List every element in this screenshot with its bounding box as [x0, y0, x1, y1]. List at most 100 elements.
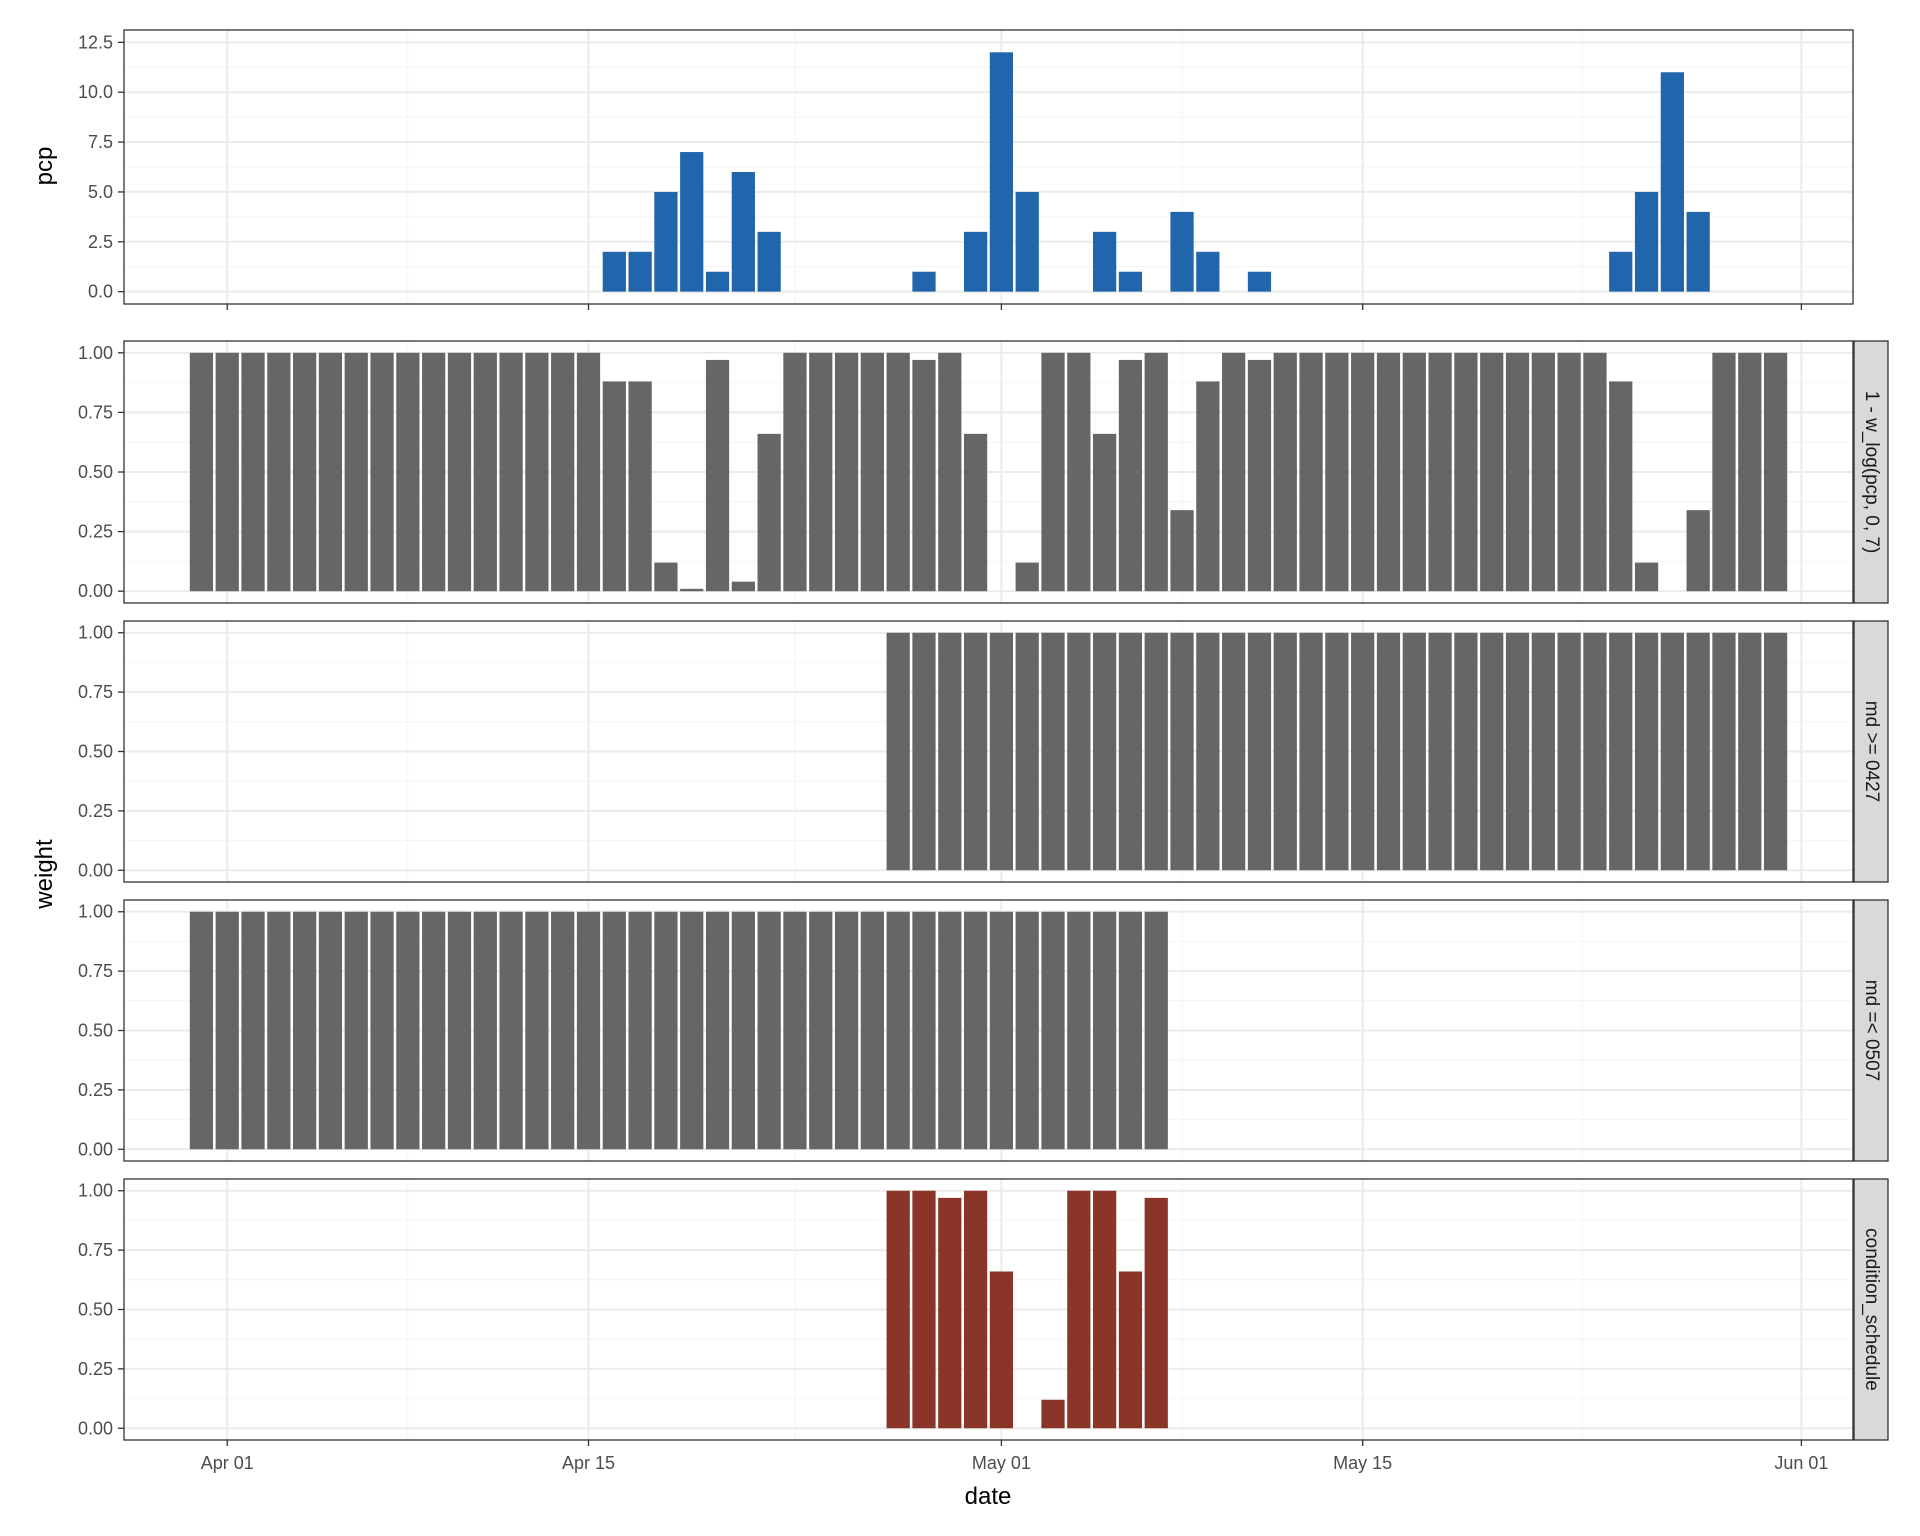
- bar-md_ge: [1634, 632, 1659, 871]
- bar-md_le: [396, 911, 420, 1150]
- bar-pcp: [757, 231, 781, 292]
- bar-md_le: [1067, 911, 1091, 1150]
- bar-md_le: [344, 911, 368, 1150]
- bar-w_log: [654, 562, 678, 592]
- bar-md_ge: [1712, 632, 1736, 871]
- bar-md_ge: [1222, 632, 1246, 871]
- bar-md_ge: [1196, 632, 1220, 871]
- bar-condition: [912, 1190, 936, 1429]
- bar-pcp: [1247, 271, 1272, 292]
- x-tick-label: Apr 01: [201, 1453, 254, 1473]
- bar-md_le: [757, 911, 781, 1150]
- panel-pcp: 0.0 2.5 5.0 7.5 10.0 12.5: [78, 29, 1854, 310]
- y-tick-label: 12.5: [78, 32, 113, 52]
- bar-md_le: [318, 911, 343, 1150]
- bar-pcp: [628, 251, 652, 292]
- bar-w_log: [1376, 352, 1401, 592]
- bar-w_log: [499, 352, 523, 592]
- y-tick-label: 0.0: [88, 282, 113, 302]
- bar-md_le: [809, 911, 833, 1150]
- bar-condition: [1093, 1190, 1117, 1429]
- x-tick-label: Apr 15: [562, 1453, 615, 1473]
- y-tick-label: 1.00: [78, 1181, 113, 1201]
- bar-md_le: [1118, 911, 1143, 1150]
- bar-w_log: [1015, 562, 1039, 592]
- bar-pcp: [1609, 251, 1633, 292]
- bar-w_log: [551, 352, 575, 592]
- bar-md_ge: [938, 632, 962, 871]
- bar-md_ge: [1351, 632, 1375, 871]
- bar-md_ge: [963, 632, 988, 871]
- bar-md_ge: [1015, 632, 1039, 871]
- bar-w_log: [783, 352, 807, 592]
- facet-strip: [1853, 620, 1889, 883]
- bar-w_log: [1325, 352, 1349, 592]
- bar-pcp: [1015, 191, 1039, 292]
- bar-pcp: [602, 251, 626, 292]
- bar-w_log: [1144, 352, 1168, 592]
- bar-md_ge: [1118, 632, 1143, 871]
- bar-condition: [963, 1190, 988, 1429]
- bar-w_log: [1557, 352, 1581, 592]
- bar-w_log: [1505, 352, 1530, 592]
- bar-md_le: [551, 911, 575, 1150]
- bar-pcp: [1686, 211, 1710, 292]
- bar-w_log: [860, 352, 884, 592]
- bar-md_ge: [886, 632, 910, 871]
- bar-w_log: [1041, 352, 1065, 592]
- bar-md_le: [860, 911, 884, 1150]
- facet-strip-label: md =< 0507: [1861, 980, 1882, 1081]
- bar-w_log: [1247, 359, 1272, 592]
- bar-w_log: [1763, 352, 1788, 592]
- y-tick-label: 1.00: [78, 902, 113, 922]
- bar-md_le: [1144, 911, 1168, 1150]
- y-tick-label: 0.00: [78, 581, 113, 601]
- bar-w_log: [705, 359, 730, 592]
- bar-w_log: [963, 433, 988, 592]
- bar-md_ge: [1093, 632, 1117, 871]
- bar-pcp: [1170, 211, 1194, 292]
- bar-md_le: [886, 911, 910, 1150]
- bar-md_le: [705, 911, 730, 1150]
- bar-condition: [1067, 1190, 1091, 1429]
- bar-pcp: [1660, 72, 1684, 292]
- bar-md_le: [1041, 911, 1065, 1150]
- y-tick-label: 0.25: [78, 1359, 113, 1379]
- bar-condition: [1144, 1197, 1168, 1429]
- bar-md_ge: [1583, 632, 1607, 871]
- y-tick-label: 7.5: [88, 132, 113, 152]
- bar-md_le: [370, 911, 394, 1150]
- bar-md_ge: [1738, 632, 1762, 871]
- bar-w_log: [267, 352, 291, 592]
- bar-md_ge: [1402, 632, 1426, 871]
- bar-md_ge: [1531, 632, 1555, 871]
- bar-md_ge: [989, 632, 1014, 871]
- bar-md_le: [989, 911, 1014, 1150]
- bar-md_ge: [1763, 632, 1788, 871]
- bar-md_le: [499, 911, 523, 1150]
- facet-strip-label: 1 - w_log(pcp, 0, 7): [1861, 391, 1882, 554]
- bar-md_ge: [1041, 632, 1065, 871]
- bar-w_log: [422, 352, 446, 592]
- x-tick-label: May 01: [972, 1453, 1031, 1473]
- bar-md_le: [473, 911, 497, 1150]
- facet-strip-label: condition_schedule: [1861, 1228, 1882, 1391]
- bar-md_le: [963, 911, 988, 1150]
- bar-w_log: [809, 352, 833, 592]
- bar-w_log: [1402, 352, 1426, 592]
- bar-pcp: [989, 52, 1014, 292]
- bar-w_log: [1196, 381, 1220, 592]
- bar-w_log: [1093, 433, 1117, 592]
- bar-w_log: [1634, 562, 1659, 592]
- bar-md_le: [189, 911, 214, 1150]
- panel-md_le: 0.00 0.25 0.50 0.75 1.00 md =< 0507: [78, 899, 1889, 1162]
- bar-w_log: [1480, 352, 1504, 592]
- bar-w_log: [1609, 381, 1633, 592]
- bar-w_log: [1273, 352, 1297, 592]
- y-tick-label: 0.50: [78, 462, 113, 482]
- bar-w_log: [834, 352, 859, 592]
- y-axis-title-pcp: pcp: [31, 147, 58, 186]
- bar-pcp: [654, 191, 678, 292]
- y-tick-label: 10.0: [78, 82, 113, 102]
